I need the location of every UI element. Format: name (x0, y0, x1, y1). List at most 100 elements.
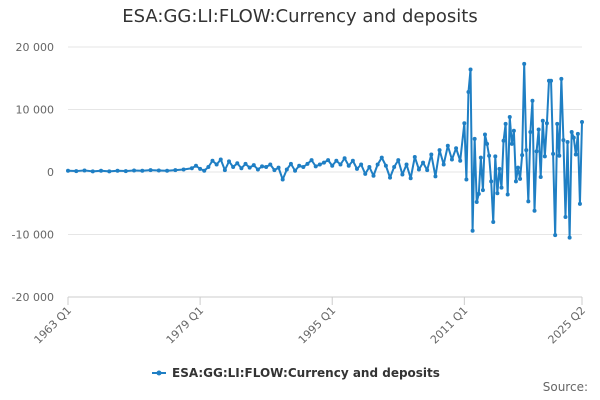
data-point[interactable] (571, 135, 576, 140)
data-point[interactable] (559, 76, 564, 81)
data-point[interactable] (567, 235, 572, 240)
data-point[interactable] (551, 151, 556, 156)
data-point[interactable] (569, 130, 574, 134)
data-point[interactable] (251, 163, 256, 168)
data-point[interactable] (317, 162, 322, 167)
data-point[interactable] (404, 162, 409, 167)
data-point[interactable] (421, 160, 426, 165)
data-point[interactable] (462, 121, 467, 126)
data-point[interactable] (495, 191, 500, 196)
data-point[interactable] (367, 165, 372, 169)
data-point[interactable] (165, 168, 170, 173)
data-point[interactable] (464, 177, 469, 182)
data-point[interactable] (392, 165, 397, 169)
legend-label[interactable]: ESA:GG:LI:FLOW:Currency and deposits (172, 366, 440, 380)
data-point[interactable] (466, 90, 471, 94)
data-point[interactable] (123, 169, 128, 174)
data-point[interactable] (553, 233, 558, 238)
data-point[interactable] (115, 168, 120, 173)
data-point[interactable] (528, 130, 533, 134)
data-point[interactable] (555, 121, 560, 126)
data-point[interactable] (313, 164, 318, 169)
data-point[interactable] (284, 167, 289, 172)
data-point[interactable] (520, 153, 525, 158)
data-point[interactable] (90, 169, 95, 174)
data-point[interactable] (321, 160, 326, 165)
data-point[interactable] (478, 155, 483, 160)
data-point[interactable] (181, 167, 186, 172)
data-point[interactable] (264, 165, 269, 169)
data-point[interactable] (156, 168, 161, 173)
data-point[interactable] (497, 166, 502, 171)
data-point[interactable] (363, 171, 368, 176)
data-point[interactable] (524, 148, 529, 153)
data-point[interactable] (193, 163, 198, 168)
data-point[interactable] (218, 157, 223, 162)
data-point[interactable] (383, 163, 388, 168)
data-point[interactable] (239, 166, 244, 171)
data-point[interactable] (354, 166, 359, 171)
data-point[interactable] (472, 136, 477, 141)
data-point[interactable] (400, 172, 405, 177)
data-point[interactable] (305, 161, 310, 166)
data-point[interactable] (222, 168, 227, 173)
data-point[interactable] (371, 173, 376, 178)
data-point[interactable] (485, 141, 490, 146)
data-point[interactable] (334, 158, 339, 163)
data-point[interactable] (396, 158, 401, 163)
data-point[interactable] (260, 164, 265, 169)
data-point[interactable] (580, 120, 584, 124)
data-point[interactable] (573, 152, 578, 157)
data-point[interactable] (449, 157, 454, 162)
data-point[interactable] (429, 152, 434, 157)
data-point[interactable] (388, 175, 393, 180)
data-point[interactable] (309, 158, 314, 163)
data-point[interactable] (513, 179, 518, 184)
data-point[interactable] (276, 165, 281, 170)
data-point[interactable] (454, 146, 459, 151)
data-point[interactable] (441, 162, 446, 167)
data-point[interactable] (503, 121, 508, 126)
data-point[interactable] (563, 215, 568, 219)
data-point[interactable] (487, 153, 492, 158)
data-point[interactable] (408, 176, 413, 181)
data-point[interactable] (516, 165, 521, 170)
data-point[interactable] (476, 191, 481, 196)
data-point[interactable] (482, 132, 487, 137)
data-point[interactable] (255, 167, 260, 172)
data-point[interactable] (346, 163, 351, 168)
data-point[interactable] (474, 200, 479, 204)
data-point[interactable] (210, 158, 215, 163)
data-point[interactable] (565, 140, 570, 144)
data-point[interactable] (301, 165, 306, 169)
data-point[interactable] (227, 159, 232, 164)
data-point[interactable] (433, 174, 438, 179)
data-point[interactable] (297, 163, 302, 168)
data-point[interactable] (247, 165, 252, 170)
data-point[interactable] (74, 169, 79, 174)
data-point[interactable] (540, 118, 545, 123)
data-point[interactable] (505, 192, 510, 197)
data-point[interactable] (544, 121, 549, 126)
data-point[interactable] (575, 131, 580, 136)
data-point[interactable] (534, 149, 539, 154)
data-point[interactable] (132, 168, 137, 173)
data-point[interactable] (280, 177, 285, 182)
data-point[interactable] (66, 168, 70, 173)
data-point[interactable] (458, 158, 463, 163)
data-point[interactable] (214, 162, 219, 167)
data-point[interactable] (272, 168, 277, 173)
data-point[interactable] (470, 228, 475, 233)
data-point[interactable] (499, 185, 504, 190)
data-point[interactable] (173, 168, 178, 173)
data-point[interactable] (99, 168, 104, 173)
data-point[interactable] (202, 168, 207, 173)
data-point[interactable] (501, 138, 506, 143)
data-point[interactable] (532, 208, 537, 213)
data-point[interactable] (538, 175, 543, 179)
data-point[interactable] (468, 67, 473, 72)
data-point[interactable] (342, 156, 347, 161)
data-point[interactable] (511, 128, 516, 133)
data-point[interactable] (140, 168, 145, 173)
data-point[interactable] (243, 161, 248, 166)
